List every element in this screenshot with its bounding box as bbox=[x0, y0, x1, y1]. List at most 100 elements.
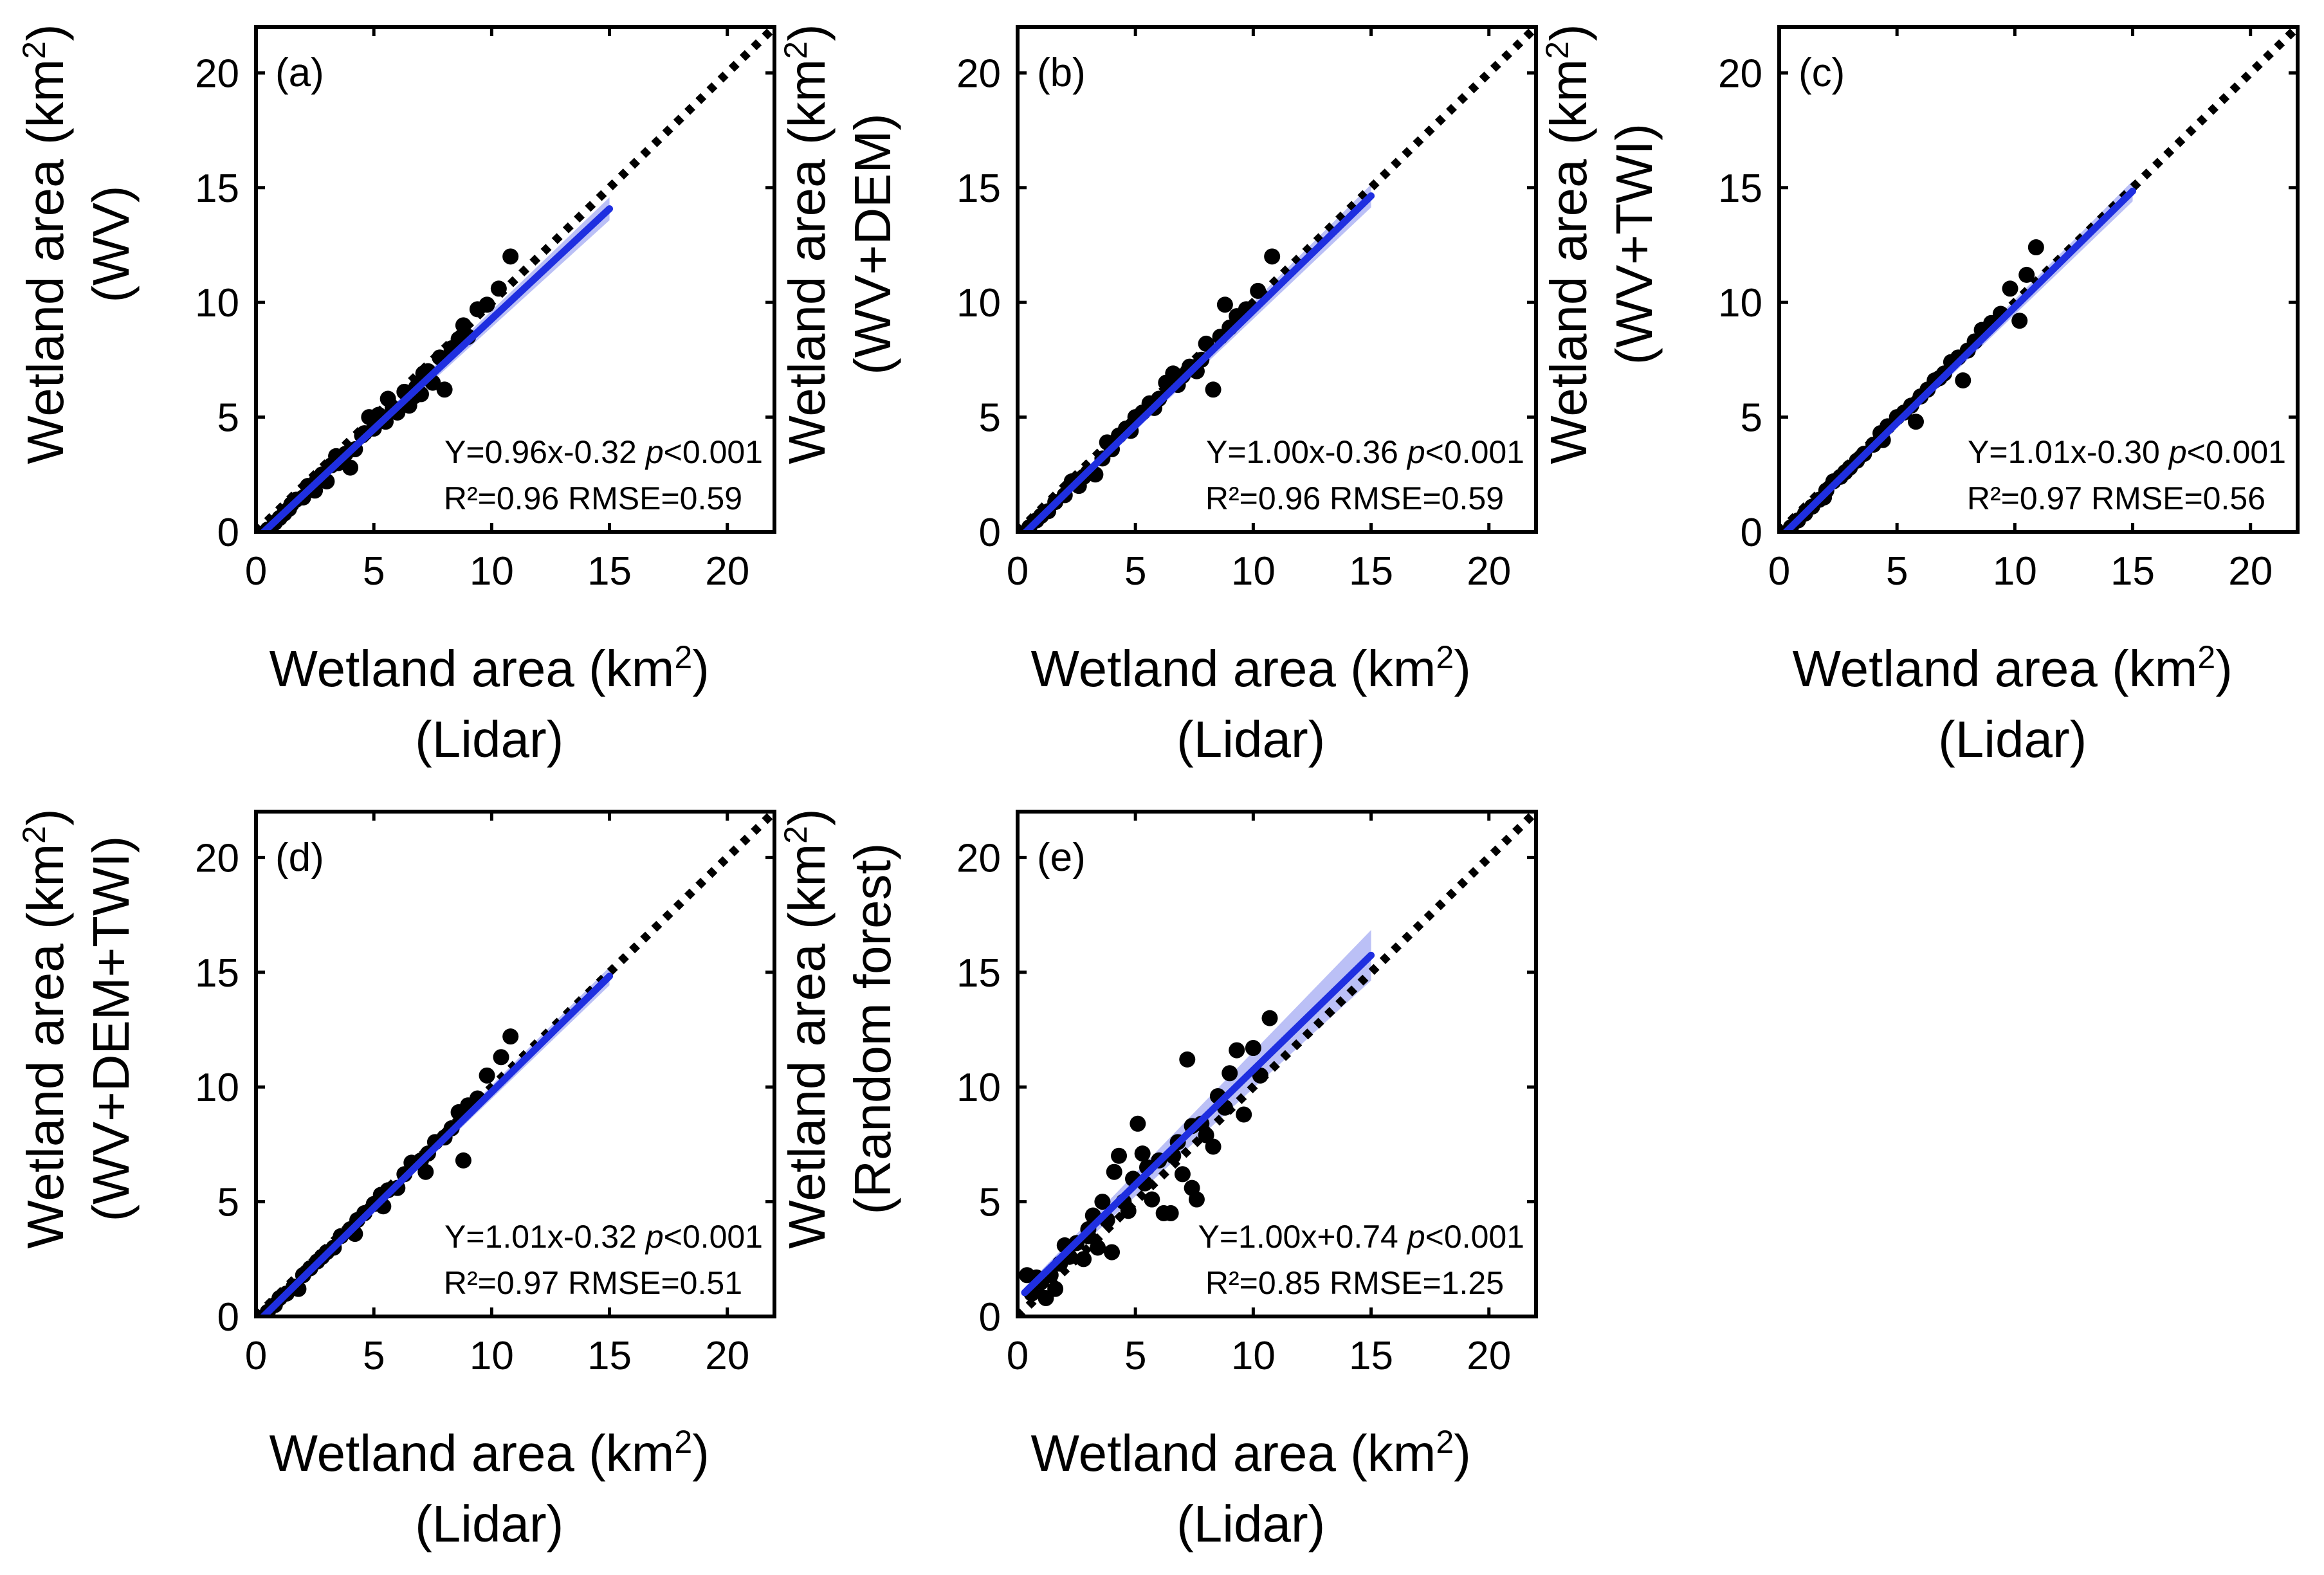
data-point bbox=[1236, 1106, 1252, 1123]
y-tick-label: 0 bbox=[1741, 511, 1762, 555]
x-axis-label-sup: 2 bbox=[1436, 639, 1454, 675]
y-axis-label-source: (WV+DEM) bbox=[844, 113, 901, 375]
y-tick-label: 5 bbox=[1741, 396, 1762, 441]
one-to-one-line bbox=[1018, 27, 1536, 532]
y-tick-label: 10 bbox=[195, 1066, 239, 1110]
data-point bbox=[1174, 1166, 1191, 1183]
data-point bbox=[1104, 1244, 1121, 1261]
fit-statistics: R²=0.85 RMSE=1.25 bbox=[1205, 1265, 1504, 1301]
data-point bbox=[1221, 1065, 1238, 1082]
panel-label: (d) bbox=[275, 835, 324, 880]
data-point bbox=[342, 459, 359, 476]
data-point bbox=[490, 280, 507, 297]
data-point bbox=[436, 381, 453, 398]
one-to-one-line bbox=[256, 27, 774, 532]
p-symbol: p bbox=[1406, 1219, 1425, 1255]
data-point bbox=[1205, 1138, 1221, 1155]
data-point bbox=[502, 1028, 519, 1045]
x-tick-label: 10 bbox=[1993, 549, 2037, 594]
y-axis-label: Wetland area (km2) bbox=[1539, 24, 1597, 464]
data-point bbox=[1134, 1145, 1151, 1162]
regression-line bbox=[1021, 192, 1375, 532]
x-axis-label-sup: 2 bbox=[2197, 639, 2215, 675]
y-tick-label: 15 bbox=[195, 167, 239, 211]
y-axis-label: Wetland area (km2) bbox=[778, 24, 836, 464]
panel-label: (e) bbox=[1037, 835, 1086, 880]
y-axis-label-sup: 2 bbox=[16, 826, 52, 844]
data-point bbox=[1094, 1194, 1111, 1210]
x-tick-label: 10 bbox=[470, 549, 514, 594]
y-tick-label: 20 bbox=[195, 836, 239, 880]
fit-statistics: R²=0.97 RMSE=0.51 bbox=[444, 1265, 742, 1301]
regression-equation: Y=1.00x+0.74 p<0.001 bbox=[1198, 1219, 1524, 1255]
regression-line bbox=[1782, 187, 2137, 532]
data-point bbox=[1144, 1191, 1160, 1208]
y-axis-label: Wetland area (km2) bbox=[16, 24, 74, 464]
data-point bbox=[1250, 282, 1267, 299]
plot-frame bbox=[1016, 25, 1538, 534]
x-axis-label-source: (Lidar) bbox=[415, 1495, 563, 1552]
plot-area bbox=[256, 812, 774, 1316]
data-point bbox=[479, 296, 495, 313]
y-tick-label: 0 bbox=[979, 1295, 1001, 1340]
p-symbol: p bbox=[2168, 434, 2187, 470]
data-point bbox=[2018, 266, 2035, 283]
x-axis-label: Wetland area (km2) bbox=[1031, 1424, 1471, 1482]
y-tick-label: 15 bbox=[956, 951, 1001, 996]
data-point bbox=[502, 248, 519, 265]
x-axis-label-close: ) bbox=[1454, 1425, 1471, 1482]
y-axis-label-text: Wetland area (km bbox=[778, 59, 836, 464]
panel-label: (a) bbox=[275, 51, 324, 95]
x-tick-label: 0 bbox=[245, 1334, 267, 1378]
regression-line bbox=[259, 972, 614, 1316]
data-point bbox=[1229, 1042, 1245, 1059]
fit-statistics: R²=0.96 RMSE=0.59 bbox=[1205, 480, 1504, 516]
p-symbol: p bbox=[1406, 434, 1425, 470]
y-tick-label: 15 bbox=[956, 167, 1001, 211]
regression-line bbox=[1021, 951, 1375, 1297]
p-value: <0.001 bbox=[664, 434, 763, 470]
y-tick-label: 10 bbox=[956, 1066, 1001, 1110]
x-axis-label: Wetland area (km2) bbox=[1793, 639, 2233, 697]
y-tick-label: 20 bbox=[195, 51, 239, 96]
equation-text: Y=1.00x+0.74 bbox=[1198, 1219, 1398, 1255]
x-tick-label: 5 bbox=[363, 549, 385, 594]
x-tick-label: 10 bbox=[1231, 1334, 1276, 1378]
one-to-one-line bbox=[1018, 812, 1536, 1316]
plot-area bbox=[1779, 27, 2298, 532]
plot-frame bbox=[1777, 25, 2300, 534]
equation-text: Y=1.01x-0.30 bbox=[1968, 434, 2160, 470]
x-tick-label: 5 bbox=[1124, 1334, 1146, 1378]
data-point bbox=[1090, 1239, 1106, 1256]
data-point bbox=[1198, 1127, 1214, 1143]
x-axis-label-source: (Lidar) bbox=[1938, 711, 2087, 768]
y-axis-label-sup: 2 bbox=[778, 826, 814, 844]
x-axis-label-text: Wetland area (km bbox=[270, 640, 675, 697]
data-point bbox=[1179, 1051, 1196, 1068]
regression-equation: Y=1.01x-0.30 p<0.001 bbox=[1968, 434, 2286, 470]
data-point bbox=[380, 390, 396, 407]
x-tick-label: 0 bbox=[245, 549, 267, 594]
y-tick-label: 10 bbox=[195, 281, 239, 325]
scatter-panel: 0 5 10 15 20 0 5 10 15 20 (a) Y=0.96x-0.32 p<0.001 R²… bbox=[16, 24, 776, 768]
y-tick-label: 15 bbox=[1718, 167, 1762, 211]
x-axis-label-source: (Lidar) bbox=[415, 711, 563, 768]
data-point bbox=[1264, 248, 1281, 265]
y-axis-label-close: ) bbox=[778, 808, 836, 826]
y-axis-label-text: Wetland area (km bbox=[778, 844, 836, 1249]
x-tick-label: 15 bbox=[1349, 549, 1393, 594]
y-axis-label-text: Wetland area (km bbox=[17, 59, 74, 464]
panel-label: (b) bbox=[1037, 51, 1086, 95]
data-point bbox=[1106, 1163, 1122, 1180]
plot-frame bbox=[254, 25, 776, 534]
fit-statistics: R²=0.96 RMSE=0.59 bbox=[444, 480, 742, 516]
x-axis-label-sup: 2 bbox=[674, 1424, 692, 1460]
regression-equation: Y=0.96x-0.32 p<0.001 bbox=[444, 434, 763, 470]
fit-statistics: R²=0.97 RMSE=0.56 bbox=[1967, 480, 2265, 516]
x-tick-label: 15 bbox=[2110, 549, 2155, 594]
plot-area bbox=[1018, 812, 1536, 1316]
plot-area bbox=[256, 27, 774, 532]
y-tick-label: 15 bbox=[195, 951, 239, 996]
